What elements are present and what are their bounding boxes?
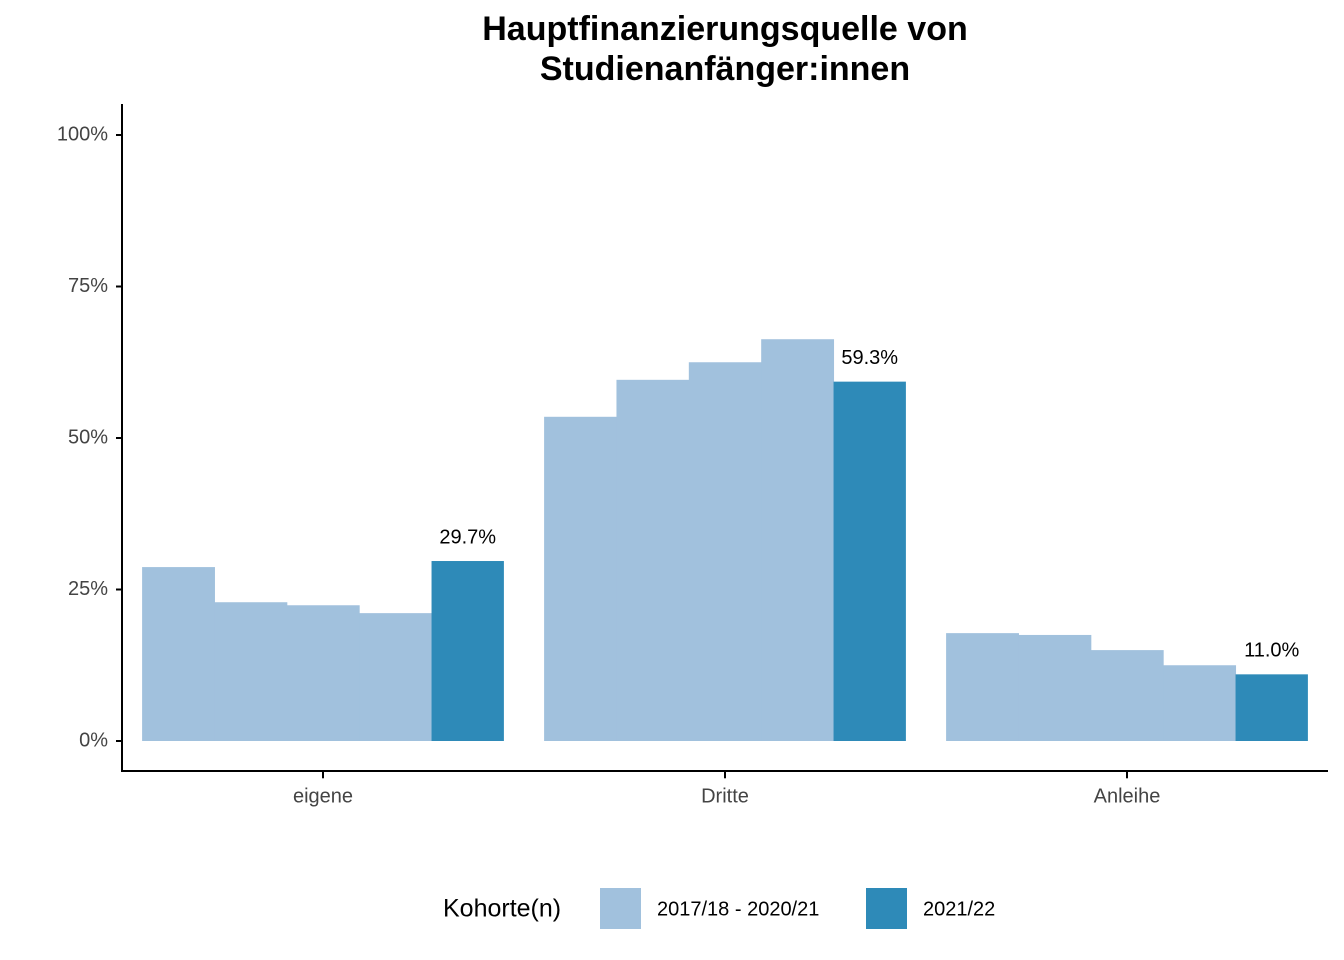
chart-title: Studienanfänger:innen <box>540 50 910 88</box>
bar <box>1090 650 1164 741</box>
bar <box>359 613 433 741</box>
bar <box>833 381 906 741</box>
y-tick-label: 100% <box>57 123 108 145</box>
data-label: 29.7% <box>439 526 496 548</box>
bar <box>544 416 617 741</box>
x-tick-label: Dritte <box>701 786 749 808</box>
y-tick-label: 25% <box>68 578 108 600</box>
legend-swatch <box>866 888 907 929</box>
y-tick-label: 0% <box>79 729 108 751</box>
y-tick-label: 50% <box>68 426 108 448</box>
legend-label: 2017/18 - 2020/21 <box>657 898 819 920</box>
legend-swatch <box>600 888 641 929</box>
bar <box>1163 665 1237 741</box>
x-tick-label: Anleihe <box>1094 786 1161 808</box>
legend-label: 2021/22 <box>923 898 995 920</box>
y-tick-label: 75% <box>68 275 108 297</box>
bar <box>214 602 288 741</box>
data-label: 11.0% <box>1244 640 1299 662</box>
chart-title: Hauptfinanzierungsquelle von <box>482 10 967 48</box>
bar <box>688 362 762 741</box>
data-label: 59.3% <box>841 347 898 369</box>
bar <box>946 633 1019 741</box>
bar <box>1018 634 1092 741</box>
bar <box>761 339 835 741</box>
legend-title: Kohorte(n) <box>443 895 561 923</box>
bar <box>616 379 690 741</box>
bar <box>286 605 360 741</box>
bar <box>431 561 504 741</box>
bar <box>142 567 215 741</box>
x-tick-label: eigene <box>293 786 353 808</box>
bar <box>1235 674 1308 741</box>
